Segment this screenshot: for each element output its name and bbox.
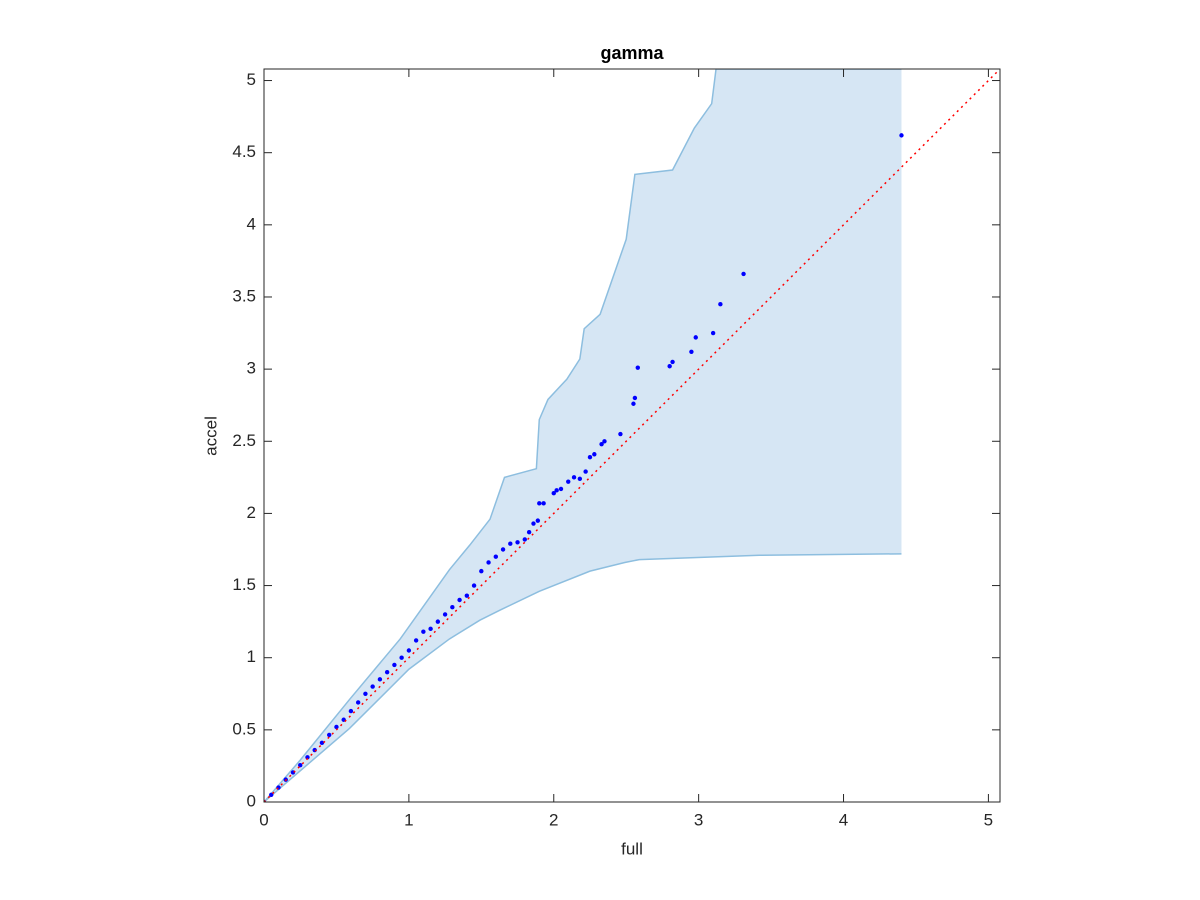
chart-title: gamma — [600, 43, 664, 63]
data-point — [551, 491, 556, 496]
plot-frame — [263, 68, 1001, 803]
data-point — [493, 554, 499, 559]
data-point — [298, 763, 303, 768]
data-point — [710, 330, 716, 336]
data-point — [471, 583, 477, 588]
data-point — [479, 568, 484, 574]
data-point — [531, 521, 536, 526]
y-tick-label: 0.5 — [232, 719, 256, 738]
data-point — [632, 395, 638, 401]
plot-area — [264, 69, 1000, 802]
data-point — [384, 669, 390, 675]
data-point — [670, 359, 675, 365]
y-tick-label: 4.5 — [232, 142, 256, 161]
data-point — [554, 488, 559, 493]
data-point — [413, 638, 419, 643]
data-point — [428, 626, 433, 632]
data-point — [435, 619, 441, 624]
data-point — [442, 612, 448, 617]
data-point — [526, 529, 532, 535]
reference-line — [264, 69, 1000, 802]
y-tick-label: 2 — [247, 503, 256, 522]
data-point — [392, 662, 397, 668]
data-point — [592, 452, 597, 457]
x-tick-label: 5 — [984, 810, 993, 829]
data-point — [635, 365, 640, 370]
y-tick-label: 5 — [247, 70, 256, 89]
data-point — [500, 547, 506, 552]
data-point — [457, 597, 462, 603]
data-point — [399, 655, 404, 660]
data-point — [667, 364, 672, 369]
data-point — [618, 431, 623, 437]
band-edge — [264, 69, 902, 802]
confidence-band — [264, 69, 902, 802]
data-point — [571, 475, 577, 480]
x-tick-label: 0 — [259, 810, 268, 829]
axes: 0 1 2 3 4 5 0 0.5 1 1.5 2 2.5 3 3.5 4 4.5 5 — [232, 68, 1001, 829]
data-point — [599, 441, 604, 447]
data-point — [558, 486, 564, 492]
band-edge — [264, 553, 902, 802]
data-point — [583, 469, 588, 474]
data-point — [363, 691, 368, 696]
data-point — [348, 708, 354, 714]
y-axis-label: accel — [201, 416, 220, 456]
data-point — [464, 593, 470, 598]
data-point — [269, 792, 274, 797]
data-point — [377, 677, 383, 682]
data-point — [421, 629, 426, 634]
data-point — [541, 501, 546, 506]
data-point — [522, 537, 527, 542]
data-point — [587, 454, 593, 460]
data-point — [899, 133, 904, 138]
data-point — [450, 605, 455, 610]
data-point — [406, 648, 412, 653]
data-point — [508, 541, 513, 546]
data-point — [537, 501, 542, 506]
data-point — [334, 724, 339, 730]
data-point — [319, 740, 325, 746]
x-tick-label: 1 — [404, 810, 413, 829]
data-point — [566, 479, 571, 484]
data-point — [305, 755, 310, 760]
data-point — [631, 401, 636, 406]
data-point — [577, 476, 583, 481]
data-point — [326, 732, 332, 738]
data-point — [515, 540, 520, 545]
y-tick-label: 1 — [247, 647, 256, 666]
y-tick-label: 0 — [247, 791, 256, 810]
x-axis-label: full — [621, 839, 643, 858]
y-tick-label: 4 — [247, 214, 256, 233]
data-point — [355, 700, 361, 705]
data-point — [693, 335, 698, 340]
y-tick-label: 3.5 — [232, 286, 256, 305]
data-point — [535, 518, 541, 523]
data-point — [689, 349, 694, 355]
y-tick-label: 3 — [247, 359, 256, 378]
y-tick-label: 2.5 — [232, 431, 256, 450]
y-tick-label: 1.5 — [232, 575, 256, 594]
x-tick-label: 4 — [839, 810, 848, 829]
data-point — [602, 439, 607, 444]
x-tick-label: 2 — [549, 810, 558, 829]
x-tick-label: 3 — [694, 810, 703, 829]
data-point — [370, 684, 375, 689]
data-point — [741, 271, 746, 277]
data-point — [486, 560, 491, 565]
data-point — [718, 301, 723, 307]
